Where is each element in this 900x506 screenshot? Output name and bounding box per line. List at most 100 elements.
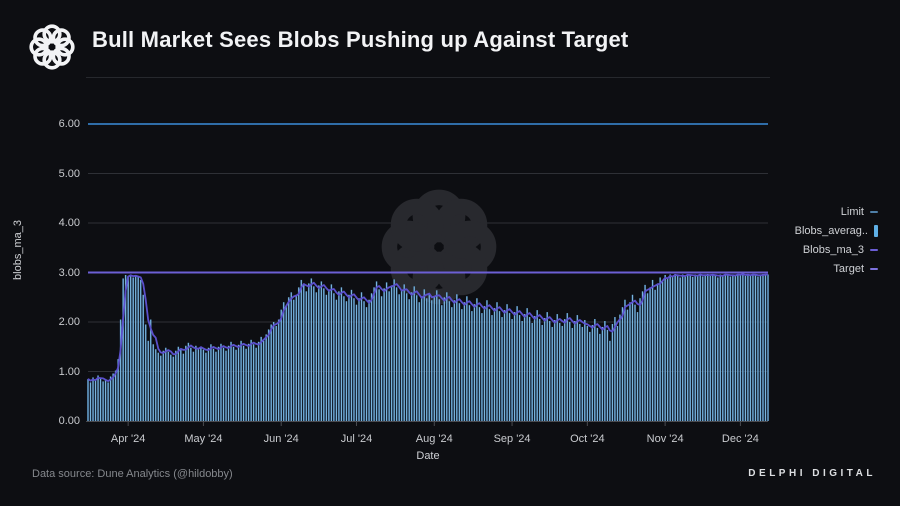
bar	[378, 289, 380, 421]
bar	[320, 281, 323, 421]
bar	[89, 382, 92, 421]
legend-label: Limit	[840, 206, 864, 218]
bar	[526, 308, 528, 421]
bar	[445, 292, 448, 421]
bar	[556, 314, 559, 421]
bar	[119, 319, 122, 421]
bar	[410, 292, 413, 421]
bar	[764, 275, 767, 421]
bar	[704, 274, 707, 421]
bar	[290, 292, 293, 421]
bar	[581, 326, 584, 421]
bar	[139, 279, 142, 421]
bar	[235, 349, 237, 421]
bar	[711, 274, 714, 421]
bar	[127, 276, 129, 421]
bar	[212, 348, 215, 421]
bar	[230, 341, 232, 421]
bar	[536, 310, 539, 421]
bar	[197, 348, 200, 421]
bar	[307, 283, 310, 421]
bar	[270, 324, 273, 421]
x-tick-label: Nov '24	[646, 433, 684, 445]
bar	[109, 376, 112, 421]
y-axis-title: blobs_ma_3	[12, 220, 24, 280]
bar	[302, 284, 305, 421]
bar	[312, 286, 315, 421]
bar	[674, 273, 677, 421]
bar	[295, 294, 298, 421]
bar	[420, 296, 423, 421]
bar	[247, 343, 250, 421]
bar	[355, 304, 358, 421]
legend-item-target[interactable]: Target	[795, 263, 878, 275]
bar	[285, 306, 288, 421]
bar	[762, 273, 764, 421]
bar	[368, 299, 370, 421]
bar	[651, 279, 654, 421]
bar	[727, 274, 729, 421]
bar	[252, 344, 255, 421]
bar	[719, 274, 722, 421]
bar	[363, 301, 365, 421]
bar	[202, 349, 205, 421]
bar	[365, 307, 368, 421]
bar	[513, 312, 516, 421]
bar	[102, 381, 104, 421]
bar	[87, 378, 89, 421]
bar	[169, 354, 172, 421]
bar	[262, 340, 265, 421]
bar	[571, 327, 574, 421]
bar	[350, 289, 353, 421]
legend-item-blobs-ma-3[interactable]: Blobs_ma_3	[795, 244, 878, 256]
legend-item-limit[interactable]: Limit	[795, 206, 878, 218]
bar	[744, 275, 747, 421]
legend-item-blobs-average[interactable]: Blobs_averag..	[795, 225, 878, 237]
bar	[679, 277, 682, 421]
bar	[523, 314, 526, 421]
y-tick-label: 4.00	[58, 217, 80, 229]
bar	[641, 291, 644, 421]
header-divider	[86, 77, 770, 78]
bar	[122, 278, 124, 421]
bar	[606, 329, 609, 421]
bar	[92, 377, 94, 421]
bar	[393, 279, 395, 421]
x-axis-title: Date	[416, 450, 440, 462]
bar	[232, 346, 235, 421]
bar	[666, 278, 669, 421]
bar	[333, 293, 335, 421]
bar	[435, 290, 438, 421]
bar	[724, 273, 727, 421]
y-tick-label: 1.00	[58, 365, 80, 378]
bar	[413, 286, 416, 421]
bar	[742, 273, 744, 421]
bar	[619, 314, 621, 421]
bar	[162, 350, 165, 421]
x-tick-label: Jun '24	[263, 433, 299, 445]
bar	[737, 273, 739, 421]
bar	[676, 275, 679, 421]
bar	[225, 350, 227, 421]
bar	[739, 274, 742, 421]
bar	[338, 291, 340, 421]
bar	[227, 345, 230, 421]
bar	[398, 294, 400, 421]
bar	[701, 276, 704, 421]
bar	[458, 303, 461, 421]
bar	[390, 285, 393, 421]
bar	[245, 348, 247, 421]
bar	[578, 323, 581, 421]
bar	[325, 294, 328, 421]
bar	[179, 349, 182, 421]
bar	[473, 304, 476, 421]
bar	[315, 292, 318, 421]
bar	[440, 305, 443, 421]
bar	[498, 311, 501, 421]
bar	[614, 317, 616, 421]
bar	[541, 324, 544, 421]
bar	[210, 344, 212, 421]
bar	[400, 290, 403, 421]
bar	[548, 321, 551, 421]
